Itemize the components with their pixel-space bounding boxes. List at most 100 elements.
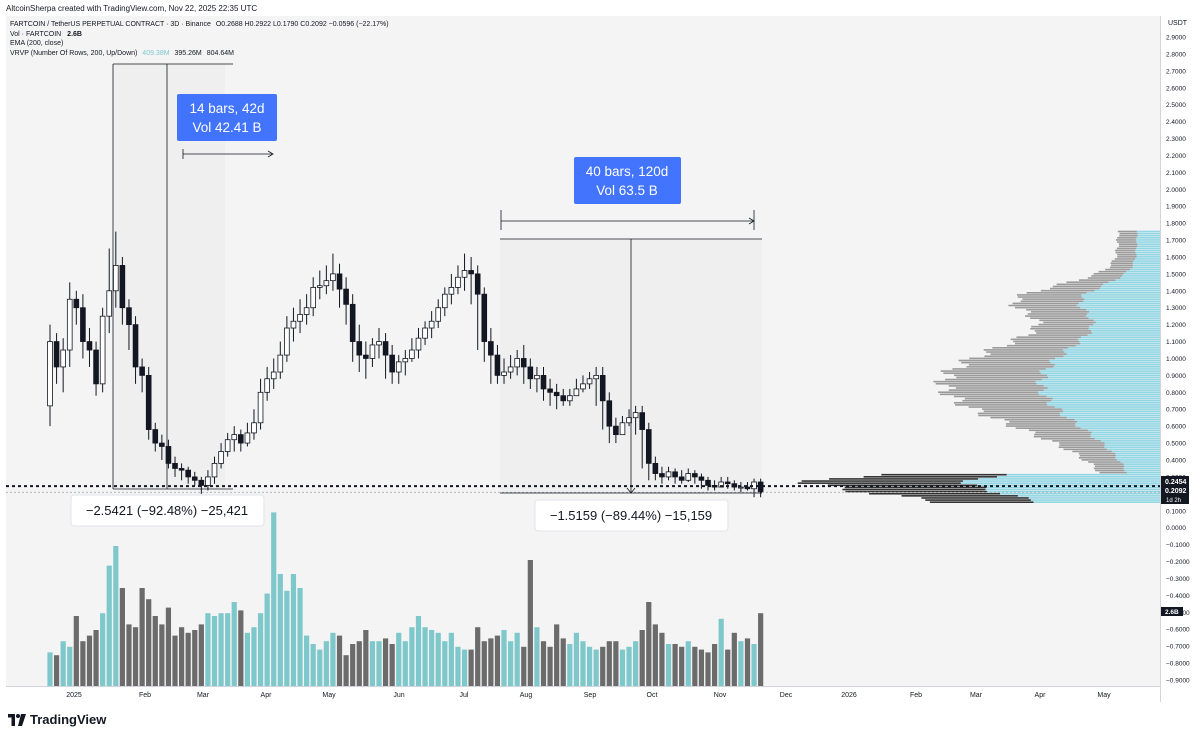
candle-body [441, 293, 448, 309]
volume-profile-down-row [945, 378, 1042, 381]
volume-bar [297, 588, 303, 686]
volume-bar [508, 641, 514, 686]
volume-profile-down-row [1006, 344, 1076, 347]
candle-body [303, 307, 310, 315]
volume-profile-down-row [1059, 442, 1105, 444]
candle-body [106, 290, 113, 317]
volume-bar [547, 646, 553, 686]
volume-profile-up-row [1046, 401, 1160, 404]
volume-profile-up-row [1064, 351, 1160, 353]
candle-body [251, 422, 257, 434]
candle-body [698, 476, 705, 481]
volume-profile-up-row [1077, 338, 1160, 341]
volume-bar [251, 627, 257, 686]
volume-bar [731, 632, 737, 686]
volume-profile-up-row [1054, 406, 1160, 408]
legend-ohlc: O0.2688 H0.2922 L0.1790 C0.2092 −0.0596 … [215, 21, 389, 28]
price-axis[interactable] [1160, 16, 1200, 702]
volume-profile-down-row [844, 486, 987, 489]
volume-profile-down-row [948, 389, 1044, 391]
volume-profile-up-row [1115, 454, 1160, 457]
volume-profile-down-row [962, 399, 1052, 402]
drop-2-label-box [534, 499, 729, 532]
volume-bar [521, 646, 527, 686]
candle-body [152, 429, 159, 444]
volume-bar [468, 649, 474, 686]
volume-profile-up-row [1135, 258, 1160, 260]
volume-profile-up-row [1136, 253, 1160, 256]
volume-bar [244, 632, 250, 686]
measure-1-arrowhead [267, 150, 274, 158]
volume-bar [435, 632, 441, 686]
volume-profile-up-row [999, 492, 1160, 495]
volume-profile-down-row [1116, 247, 1137, 250]
candle-body [126, 307, 132, 326]
candle-body [659, 473, 665, 478]
candle-body [389, 354, 395, 373]
volume-profile-down-row [1040, 437, 1095, 440]
volume-profile-up-row [1115, 456, 1160, 459]
candle-body [356, 341, 363, 356]
volume-profile-down-row [1118, 243, 1138, 245]
volume-profile-up-row [1094, 289, 1160, 292]
candle-body [257, 391, 264, 424]
volume-profile-up-row [1080, 427, 1160, 429]
volume-profile-up-row [1041, 378, 1160, 381]
volume-bar [429, 630, 435, 686]
candle-body [369, 344, 376, 359]
volume-profile-up-row [1085, 315, 1160, 317]
volume-bar [659, 632, 665, 686]
volume-profile-down-row [1117, 237, 1137, 239]
candle-body [468, 270, 474, 275]
candle-body [119, 265, 126, 309]
volume-bar [53, 655, 60, 686]
volume-bar [619, 649, 626, 686]
volume-profile-up-row [1081, 294, 1160, 296]
measure-1-box [177, 94, 277, 141]
volume-profile-down-row [1094, 465, 1125, 468]
volume-profile-down-row [986, 351, 1065, 353]
volume-bar [198, 624, 204, 686]
volume-profile-down-row [1040, 289, 1095, 292]
volume-profile-up-row [1088, 327, 1160, 330]
drop-1-label: −2.5421 (−92.48%) −25,421 [86, 503, 248, 518]
legend-vrvp-down: 395.26M [174, 49, 202, 57]
volume-profile-up-row [1091, 330, 1160, 332]
volume-profile-up-row [1049, 359, 1160, 362]
volume-profile-down-row [1028, 334, 1088, 336]
candle-body [310, 287, 316, 309]
volume-profile-down-row [801, 480, 963, 482]
volume-bar [402, 641, 408, 686]
volume-bar [646, 602, 652, 686]
time-axis[interactable] [6, 686, 1160, 703]
volume-profile-up-row [1066, 353, 1160, 355]
volume-bar [205, 613, 211, 686]
volume-profile-down-row [1088, 461, 1121, 463]
volume-bar [93, 630, 99, 686]
volume-profile-up-row [1123, 272, 1160, 275]
volume-profile-up-row [1043, 389, 1160, 391]
volume-profile-down-row [954, 404, 1048, 406]
legend-ema: EMA (200, close) [10, 40, 64, 47]
volume-profile-down-row [968, 363, 1055, 366]
volume-bar [633, 641, 639, 686]
volume-bar [172, 635, 178, 686]
candle-body [336, 273, 343, 290]
volume-bar [600, 646, 606, 686]
annotations: 14 bars, 42d Vol 42.41 B −2.5421 (−92.48%)… [6, 63, 1160, 532]
candle-body [231, 434, 238, 441]
volume-profile-up-row [1126, 471, 1160, 474]
volume-profile-down-row [1115, 249, 1136, 252]
volume-profile-up-row [985, 488, 1160, 491]
volume-profile-down-row [1066, 281, 1109, 284]
currency-label: USDT [1168, 20, 1188, 27]
volume-bar [238, 610, 244, 686]
volume-bar [363, 630, 369, 686]
volume-bar [705, 652, 711, 686]
volume-bar [481, 641, 487, 686]
volume-bar [60, 641, 66, 686]
volume-profile-up-row [1099, 287, 1160, 290]
legend-symbol: FARTCOIN / TetherUS PERPETUAL CONTRACT ·… [10, 21, 211, 28]
tradingview-logo[interactable]: TradingView [8, 712, 106, 727]
